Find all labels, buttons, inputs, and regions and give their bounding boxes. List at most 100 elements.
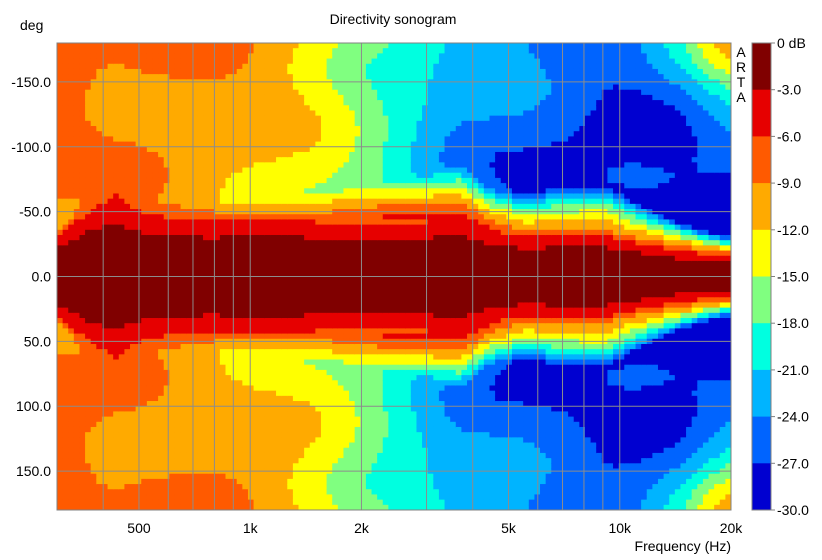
heatmap-cell xyxy=(57,421,64,428)
heatmap-cell xyxy=(292,452,300,459)
heatmap-cell xyxy=(57,146,64,153)
heatmap-cell xyxy=(79,478,86,485)
heatmap-cell xyxy=(130,266,137,272)
heatmap-cell xyxy=(96,224,103,231)
heatmap-cell xyxy=(287,219,294,226)
heatmap-cell xyxy=(130,193,137,200)
heatmap-cell xyxy=(130,286,137,293)
heatmap-cell xyxy=(197,162,204,169)
heatmap-cell xyxy=(337,43,345,49)
heatmap-cell xyxy=(337,416,345,423)
heatmap-cell xyxy=(163,240,170,246)
heatmap-cell xyxy=(276,131,283,137)
heatmap-cell xyxy=(146,380,154,387)
heatmap-cell xyxy=(68,105,75,112)
heatmap-cell xyxy=(253,58,260,65)
heatmap-cell xyxy=(68,349,75,355)
heatmap-cell xyxy=(270,214,277,221)
heatmap-cell xyxy=(264,89,272,96)
heatmap-cell xyxy=(225,478,232,485)
heatmap-cell xyxy=(360,499,367,506)
heatmap-cell xyxy=(90,255,97,262)
heatmap-cell xyxy=(152,426,159,433)
heatmap-cell xyxy=(349,255,356,262)
heatmap-cell xyxy=(203,447,210,454)
heatmap-cell xyxy=(186,416,193,423)
heatmap-cell xyxy=(118,131,125,137)
heatmap-cell xyxy=(247,198,255,205)
heatmap-cell xyxy=(118,416,125,423)
heatmap-cell xyxy=(242,369,249,376)
heatmap-cell xyxy=(107,234,114,241)
heatmap-cell xyxy=(225,110,232,117)
heatmap-cell xyxy=(253,369,260,376)
heatmap-cell xyxy=(101,255,109,262)
heatmap-cell xyxy=(96,100,103,106)
heatmap-cell xyxy=(174,177,182,184)
heatmap-cell xyxy=(203,250,210,257)
heatmap-cell xyxy=(320,349,328,355)
heatmap-cell xyxy=(242,43,249,49)
heatmap-cell xyxy=(90,177,97,184)
heatmap-cell xyxy=(90,380,97,387)
heatmap-cell xyxy=(118,333,125,340)
heatmap-cell xyxy=(146,84,154,91)
heatmap-cell xyxy=(186,266,193,272)
heatmap-cell xyxy=(79,307,86,314)
heatmap-cell xyxy=(158,380,165,387)
heatmap-cell xyxy=(101,437,109,444)
heatmap-cell xyxy=(191,281,199,288)
heatmap-cell xyxy=(57,369,64,376)
heatmap-cell xyxy=(231,426,238,433)
heatmap-cell xyxy=(354,442,361,449)
heatmap-cell xyxy=(174,437,182,444)
heatmap-cell xyxy=(264,426,272,433)
heatmap-cell xyxy=(298,452,305,459)
heatmap-cell xyxy=(180,188,187,195)
heatmap-cell xyxy=(118,380,125,387)
heatmap-cell xyxy=(337,297,345,304)
heatmap-cell xyxy=(281,183,288,189)
heatmap-cell xyxy=(146,312,154,319)
heatmap-cell xyxy=(186,354,193,361)
heatmap-cell xyxy=(270,318,277,324)
heatmap-cell xyxy=(349,229,356,236)
heatmap-cell xyxy=(107,375,114,381)
heatmap-cell xyxy=(191,375,199,381)
heatmap-cell xyxy=(320,115,328,122)
heatmap-cell xyxy=(287,245,294,252)
heatmap-cell xyxy=(298,504,305,510)
heatmap-cell xyxy=(309,157,316,163)
heatmap-cell xyxy=(264,74,272,80)
heatmap-cell xyxy=(191,463,199,470)
heatmap-cell xyxy=(349,421,356,428)
heatmap-cell xyxy=(101,375,109,381)
heatmap-cell xyxy=(343,84,350,91)
heatmap-cell xyxy=(225,141,232,148)
heatmap-cell xyxy=(152,411,159,418)
heatmap-cell xyxy=(101,271,109,278)
heatmap-cell xyxy=(365,162,373,169)
heatmap-cell xyxy=(163,115,170,122)
heatmap-cell xyxy=(298,151,305,158)
heatmap-cell xyxy=(107,203,114,210)
heatmap-cell xyxy=(107,188,114,195)
heatmap-cell xyxy=(337,203,345,210)
heatmap-cell xyxy=(236,504,243,510)
heatmap-cell xyxy=(113,473,120,480)
heatmap-cell xyxy=(219,193,227,200)
heatmap-cell xyxy=(259,307,266,314)
heatmap-cell xyxy=(281,312,288,319)
heatmap-cell xyxy=(225,297,232,304)
heatmap-cell xyxy=(315,302,322,309)
heatmap-cell xyxy=(219,84,227,91)
heatmap-cell xyxy=(118,43,125,49)
heatmap-cell xyxy=(309,437,316,444)
heatmap-cell xyxy=(118,214,125,221)
heatmap-cell xyxy=(146,214,154,221)
heatmap-cell xyxy=(281,318,288,324)
heatmap-cell xyxy=(304,188,311,195)
heatmap-cell xyxy=(107,312,114,319)
heatmap-cell xyxy=(365,198,373,205)
heatmap-cell xyxy=(343,318,350,324)
